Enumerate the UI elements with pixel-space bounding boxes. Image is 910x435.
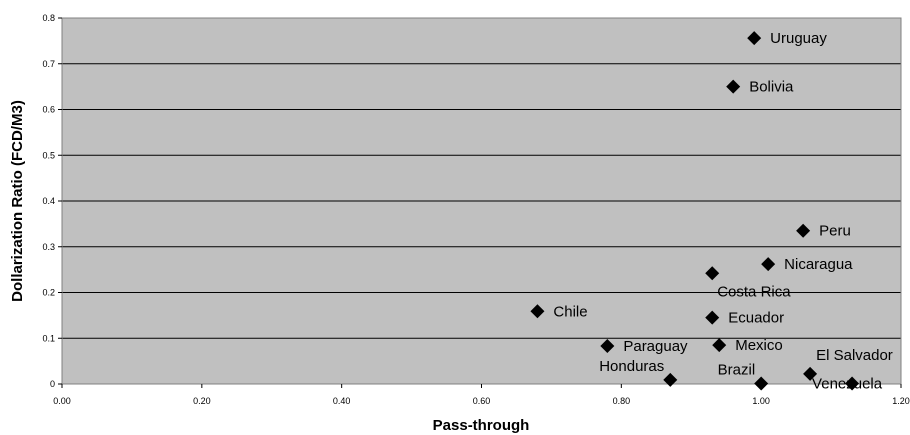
x-tick-label: 0.60 <box>473 396 491 406</box>
y-tick-label: 0.1 <box>42 333 55 343</box>
x-tick-label: 0.40 <box>333 396 351 406</box>
data-point-honduras <box>663 372 678 387</box>
point-label: El Salvador <box>816 347 893 364</box>
data-point-venezuela <box>845 376 860 391</box>
x-tick-label: 1.20 <box>892 396 910 406</box>
y-tick-label: 0.8 <box>42 13 55 23</box>
point-label: Brazil <box>718 362 756 379</box>
data-point-el-salvador <box>803 366 818 381</box>
x-tick-label: 1.00 <box>752 396 770 406</box>
data-point-peru <box>796 223 811 238</box>
y-tick-label: 0.6 <box>42 105 55 115</box>
x-axis-title: Pass-through <box>433 417 530 434</box>
y-axis-ticks: 0 0.1 0.2 0.3 0.4 0.5 0.6 0.7 0.8 <box>42 13 62 389</box>
data-point-brazil <box>754 376 769 391</box>
x-tick-label: 0.20 <box>193 396 211 406</box>
data-point-bolivia <box>726 79 741 94</box>
point-label: Paraguay <box>623 338 688 355</box>
y-tick-label: 0.7 <box>42 59 55 69</box>
data-points <box>530 31 860 391</box>
point-label: Chile <box>553 303 587 320</box>
point-label: Ecuador <box>728 310 784 327</box>
y-tick-label: 0.2 <box>42 288 55 298</box>
point-label: Costa Rica <box>717 283 791 300</box>
x-axis-ticks: 0.00 0.20 0.40 0.60 0.80 1.00 1.20 <box>53 384 910 406</box>
y-tick-label: 0 <box>50 379 55 389</box>
y-tick-label: 0.3 <box>42 242 55 252</box>
point-label: Honduras <box>599 358 664 375</box>
point-label: Peru <box>819 223 851 240</box>
data-point-paraguay <box>600 339 615 354</box>
y-tick-label: 0.4 <box>42 196 55 206</box>
point-label: Mexico <box>735 337 783 354</box>
x-tick-label: 0.80 <box>613 396 631 406</box>
point-labels: Uruguay Bolivia Peru Nicaragua Costa Rica Chi… <box>553 30 892 392</box>
y-tick-label: 0.5 <box>42 150 55 160</box>
gridlines <box>62 63 901 339</box>
data-point-uruguay <box>747 31 762 46</box>
y-axis-title: Dollarization Ratio (FCD/M3) <box>9 100 26 302</box>
x-tick-label: 0.00 <box>53 396 71 406</box>
point-label: Venezuela <box>812 376 883 393</box>
data-point-chile <box>530 304 545 319</box>
data-point-costa-rica <box>705 266 720 281</box>
data-point-nicaragua <box>761 257 776 272</box>
data-point-mexico <box>712 338 727 353</box>
data-point-ecuador <box>705 310 720 325</box>
point-label: Uruguay <box>770 30 827 47</box>
point-label: Bolivia <box>749 79 794 96</box>
point-label: Nicaragua <box>784 256 853 273</box>
